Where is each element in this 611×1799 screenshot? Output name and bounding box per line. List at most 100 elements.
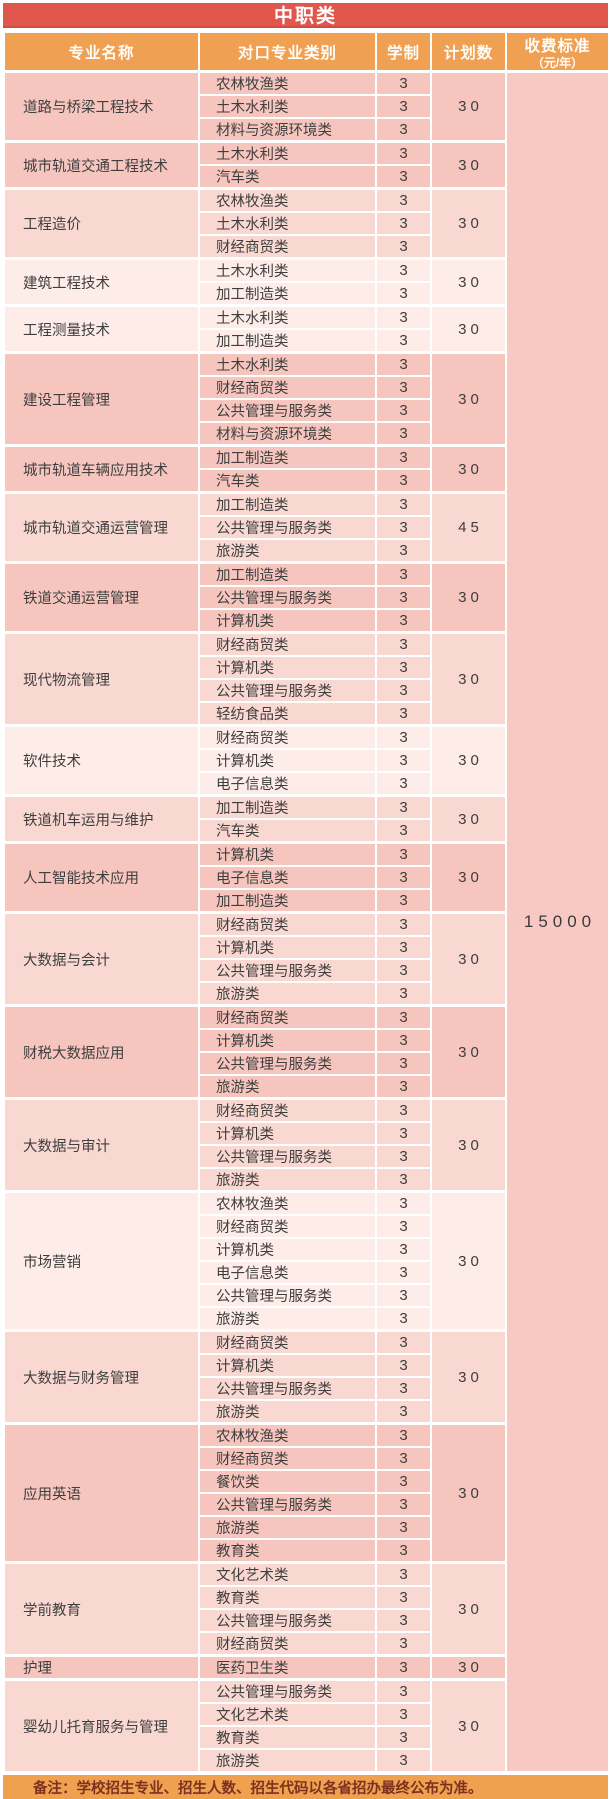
duration-cell: 3: [375, 1399, 432, 1425]
major-name-cell: 软件技术: [3, 724, 200, 797]
category-row: 教育类 3: [4, 1538, 609, 1564]
category-row: 加工制造类 3: [4, 888, 609, 914]
category-cell: 材料与资源环境类: [198, 421, 377, 447]
category-row: 公共管理与服务类 3: [4, 958, 609, 983]
duration-cell: 3: [375, 1376, 432, 1401]
category-row: 计算机类 3: [4, 1353, 609, 1378]
category-row: 公共管理与服务类 3: [4, 1051, 609, 1076]
duration-cell: 3: [375, 911, 432, 937]
category-cell: 公共管理与服务类: [198, 1376, 377, 1401]
category-row: 公共管理与服务类 3: [4, 1492, 609, 1517]
category-row: 公共管理与服务类 3: [4, 1144, 609, 1169]
duration-cell: 3: [375, 1469, 432, 1494]
category-row: 土木水利类 3: [4, 94, 609, 119]
duration-cell: 3: [375, 865, 432, 890]
duration-cell: 3: [375, 421, 432, 447]
category-cell: 电子信息类: [198, 1260, 377, 1285]
duration-cell: 3: [375, 678, 432, 703]
category-cell: 公共管理与服务类: [198, 398, 377, 423]
category-cell: 教育类: [198, 1725, 377, 1750]
major-group-row: 人工智能技术应用 计算机类 3 30: [3, 841, 609, 914]
plan-count-cell: 30: [430, 561, 507, 634]
duration-cell: 3: [375, 1190, 432, 1216]
major-name-cell: 城市轨道交通运营管理: [3, 491, 200, 564]
category-cell: 公共管理与服务类: [198, 1283, 377, 1308]
majors-table-body: 道路与桥梁工程技术 农林牧渔类 3 30 15000 土木水利类 3 材料与资源环境类 3 城市轨…: [3, 70, 610, 1773]
plan-count-cell: 30: [430, 1678, 507, 1773]
category-row: 计算机类 3: [4, 935, 609, 960]
duration-cell: 3: [375, 1329, 432, 1355]
major-name-cell: 财税大数据应用: [3, 1004, 200, 1100]
duration-cell: 3: [375, 94, 432, 119]
duration-cell: 3: [375, 491, 432, 517]
plan-count-cell: 30: [430, 444, 507, 494]
category-cell: 材料与资源环境类: [198, 117, 377, 143]
duration-cell: 3: [375, 351, 432, 377]
category-cell: 财经商贸类: [198, 1446, 377, 1471]
category-row: 土木水利类 3: [4, 211, 609, 236]
duration-cell: 3: [375, 468, 432, 494]
category-row: 公共管理与服务类 3: [4, 1376, 609, 1401]
col-header-fee-line1: 收费标准: [524, 38, 591, 55]
category-cell: 土木水利类: [198, 304, 377, 330]
duration-cell: 3: [375, 841, 432, 867]
duration-cell: 3: [375, 1608, 432, 1633]
major-name-cell: 工程造价: [3, 187, 200, 260]
note-text: 备注：学校招生专业、招生人数、招生代码以各省招办最终公布为准。: [33, 1780, 483, 1797]
category-cell: 财经商贸类: [198, 1329, 377, 1355]
duration-cell: 3: [375, 1260, 432, 1285]
category-cell: 计算机类: [198, 655, 377, 680]
category-row: 财经商贸类 3: [4, 375, 609, 400]
category-cell: 汽车类: [198, 164, 377, 190]
category-cell: 公共管理与服务类: [198, 1492, 377, 1517]
category-cell: 财经商贸类: [198, 1631, 377, 1657]
category-cell: 教育类: [198, 1585, 377, 1610]
major-name-cell: 建设工程管理: [3, 351, 200, 447]
duration-cell: 3: [375, 1654, 432, 1681]
major-name-cell: 现代物流管理: [3, 631, 200, 727]
duration-cell: 3: [375, 1422, 432, 1448]
duration-cell: 3: [375, 1283, 432, 1308]
category-cell: 医药卫生类: [198, 1654, 377, 1681]
duration-cell: 3: [375, 211, 432, 236]
duration-cell: 3: [375, 981, 432, 1007]
major-group-row: 工程造价 农林牧渔类 3 30: [3, 187, 609, 260]
majors-table: 专业名称 对口专业类别 学制 计划数 收费标准 （元/年） 道路与桥梁工程技术农…: [3, 31, 610, 1773]
category-cell: 财经商贸类: [198, 631, 377, 657]
plan-count-cell: 30: [430, 1422, 507, 1564]
duration-cell: 3: [375, 187, 432, 213]
duration-cell: 3: [375, 70, 432, 96]
category-row: 计算机类 3: [4, 608, 609, 634]
category-row: 电子信息类 3: [4, 1260, 609, 1285]
category-row: 旅游类 3: [4, 1399, 609, 1425]
major-name-cell: 大数据与审计: [3, 1097, 200, 1193]
duration-cell: 3: [375, 1678, 432, 1704]
duration-cell: 3: [375, 724, 432, 750]
plan-count-cell: 30: [430, 631, 507, 727]
category-cell: 公共管理与服务类: [198, 1678, 377, 1704]
category-cell: 旅游类: [198, 1399, 377, 1425]
category-cell: 计算机类: [198, 1121, 377, 1146]
category-row: 汽车类 3: [4, 468, 609, 494]
plan-count-cell: 30: [430, 794, 507, 844]
duration-cell: 3: [375, 1631, 432, 1657]
fee-value-cell: 15000: [505, 70, 610, 1773]
category-row: 公共管理与服务类 3: [4, 398, 609, 423]
duration-cell: 3: [375, 538, 432, 564]
duration-cell: 3: [375, 561, 432, 587]
duration-cell: 3: [375, 1028, 432, 1053]
duration-cell: 3: [375, 515, 432, 540]
duration-cell: 3: [375, 234, 432, 260]
category-row: 公共管理与服务类 3: [4, 678, 609, 703]
category-cell: 财经商贸类: [198, 1214, 377, 1239]
category-cell: 加工制造类: [198, 794, 377, 820]
duration-cell: 3: [375, 608, 432, 634]
major-name-cell: 应用英语: [3, 1422, 200, 1564]
duration-cell: 3: [375, 1237, 432, 1262]
duration-cell: 3: [375, 701, 432, 727]
category-cell: 公共管理与服务类: [198, 585, 377, 610]
major-group-row: 现代物流管理 财经商贸类 3 30: [3, 631, 609, 727]
major-group-row: 城市轨道交通运营管理 加工制造类 3 45: [3, 491, 609, 564]
category-cell: 财经商贸类: [198, 1097, 377, 1123]
duration-cell: 3: [375, 1097, 432, 1123]
